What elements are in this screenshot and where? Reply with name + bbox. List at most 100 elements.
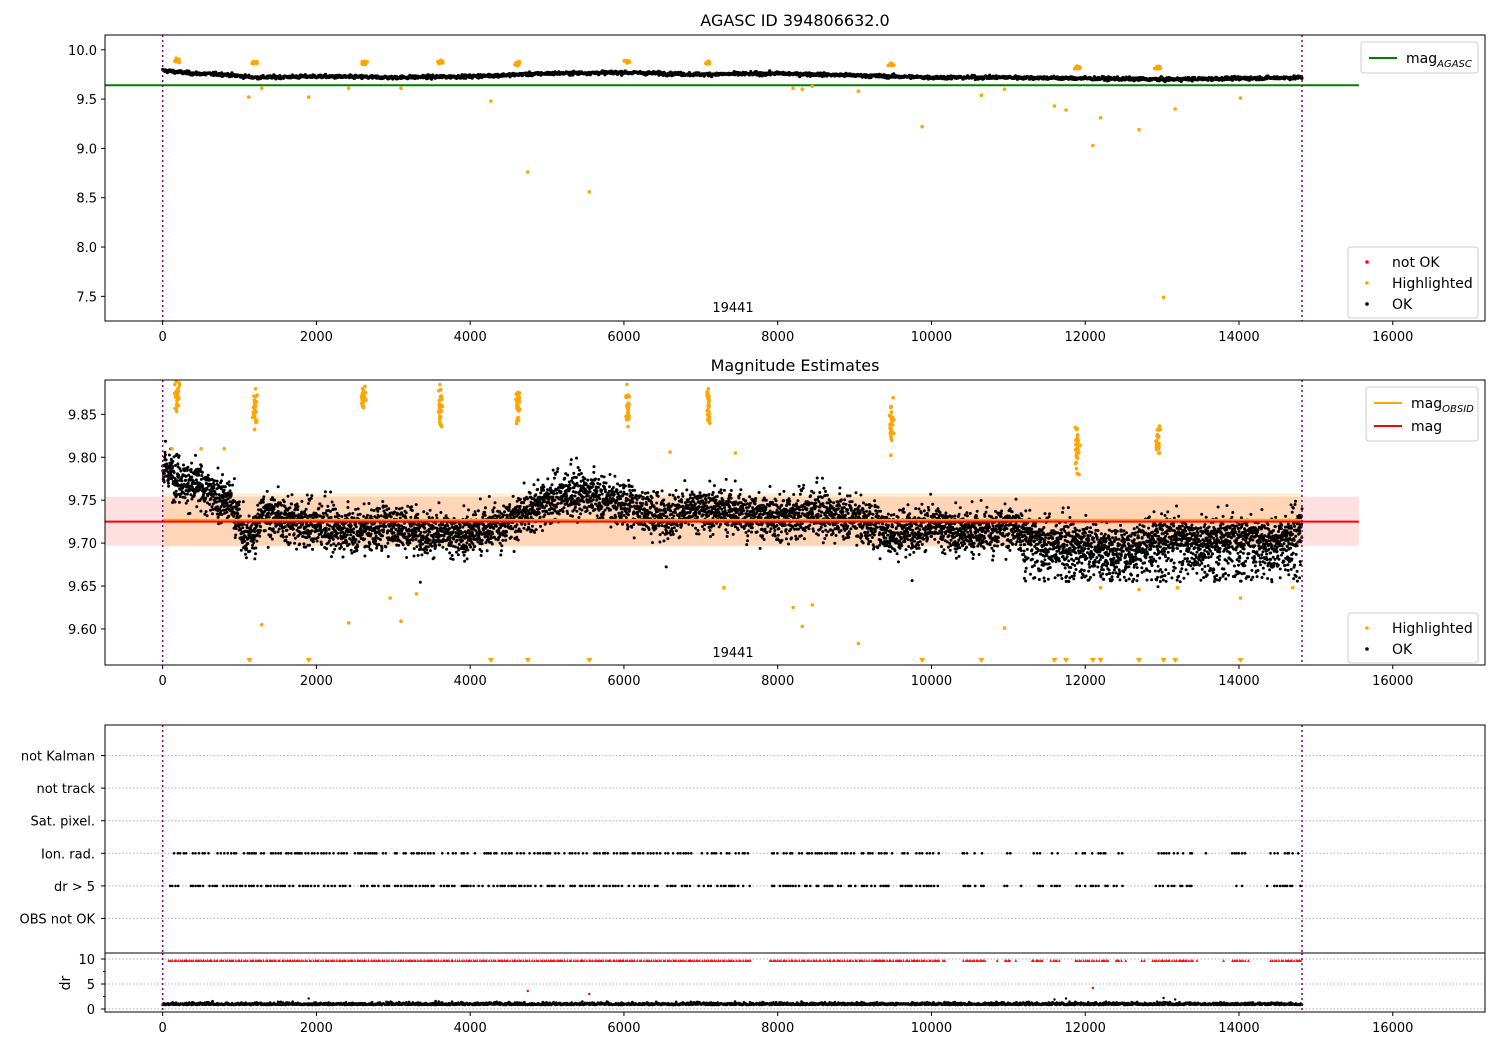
agasc-ytick-label: 8.0 [76, 241, 97, 256]
ok-point [356, 507, 360, 511]
ok-point [172, 471, 176, 474]
ok-point [479, 554, 483, 557]
ok-point [199, 509, 203, 513]
agasc-bottom-legend-marker [1365, 302, 1369, 306]
ok-point [355, 548, 359, 552]
ok-point [258, 534, 262, 538]
ok-point [292, 511, 296, 515]
ok-point [273, 531, 277, 535]
ok-point [185, 492, 189, 496]
ok-point [534, 528, 538, 532]
ok-point [337, 514, 341, 517]
ok-point [216, 515, 220, 519]
ok-point [263, 529, 267, 533]
ok-point [412, 547, 416, 551]
ok-point [346, 500, 350, 504]
ok-point [505, 530, 508, 534]
agasc-xtick-label: 6000 [607, 330, 640, 345]
ok-point [469, 545, 473, 549]
ok-point [176, 462, 180, 466]
ok-point [352, 531, 356, 534]
agasc-ytick-label: 9.5 [76, 93, 97, 108]
ok-point [1300, 76, 1304, 80]
ok-point [378, 507, 381, 511]
ok-point [283, 525, 287, 529]
ok-point [216, 466, 220, 470]
highlighted-point [526, 170, 530, 174]
ok-point [246, 542, 250, 546]
ok-point [349, 524, 353, 528]
ok-point [308, 543, 311, 547]
highlighted-point [1098, 116, 1103, 120]
ok-point [245, 547, 249, 551]
ok-point [439, 511, 443, 514]
highlighted-point [1157, 66, 1161, 71]
ok-point [186, 481, 190, 485]
ok-point [518, 497, 522, 501]
ok-point [403, 547, 407, 551]
ok-point [296, 508, 300, 512]
ok-point [531, 506, 535, 509]
ok-point [237, 507, 241, 511]
ok-point [323, 494, 327, 498]
ok-point [354, 538, 358, 542]
ok-point [227, 480, 231, 484]
ok-point [374, 539, 378, 543]
ok-point [280, 503, 284, 507]
ok-point [481, 515, 485, 519]
ok-point [320, 504, 324, 508]
ok-point [349, 548, 353, 552]
ok-point [267, 515, 271, 519]
ok-point [307, 535, 311, 539]
ok-point [456, 553, 460, 557]
ok-point [197, 473, 201, 477]
ok-point [210, 505, 214, 509]
ok-point [290, 493, 294, 497]
ok-point [480, 549, 484, 553]
ok-point [379, 514, 383, 518]
highlighted-point [1064, 108, 1068, 112]
highlighted-point [704, 61, 709, 66]
ok-point [384, 504, 388, 508]
ok-point [295, 523, 299, 526]
ok-point [167, 484, 171, 488]
ok-point [171, 465, 175, 468]
ok-point [369, 548, 373, 552]
ok-point [329, 515, 333, 519]
ok-point [490, 536, 494, 540]
highlighted-point [346, 86, 351, 91]
ok-point [409, 515, 413, 519]
ok-point [465, 515, 469, 519]
ok-point [416, 512, 420, 516]
ok-point [533, 531, 537, 534]
ok-point [491, 532, 495, 536]
ok-point [432, 556, 436, 560]
ok-point [515, 535, 519, 539]
ok-point [426, 541, 430, 545]
ok-point [528, 491, 532, 495]
ok-point [462, 553, 466, 557]
ok-point [508, 503, 512, 507]
ok-point [451, 530, 455, 534]
ok-point [403, 532, 407, 536]
ok-point [228, 500, 232, 504]
ok-point [421, 542, 425, 546]
ok-point [204, 510, 208, 514]
ok-point [253, 557, 257, 561]
ok-point [201, 485, 205, 489]
ok-point [381, 500, 385, 503]
highlighted-point [791, 86, 795, 91]
ok-point [277, 527, 281, 531]
ok-point [244, 556, 248, 560]
ok-point [163, 450, 167, 454]
ok-point [410, 509, 414, 512]
ok-point [265, 489, 269, 493]
ok-point [323, 490, 327, 494]
highlighted-point [1002, 87, 1007, 91]
highlighted-point [800, 87, 805, 91]
ok-point [166, 481, 170, 485]
ok-point [282, 500, 286, 504]
panel-magnitude-estimates-title: Magnitude Estimates [711, 356, 880, 375]
ok-point [346, 506, 350, 509]
